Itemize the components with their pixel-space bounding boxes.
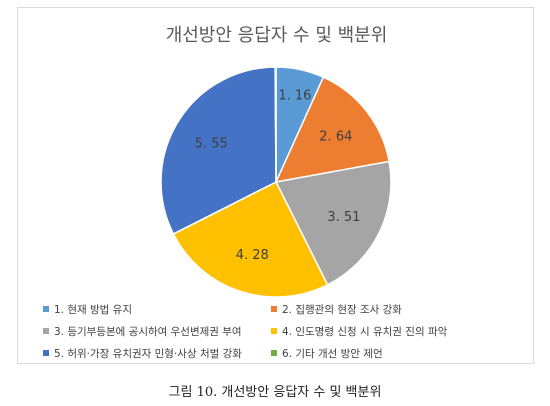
chart-title: 개선방안 응답자 수 및 백분위 xyxy=(165,25,388,46)
pie-slice xyxy=(172,180,329,298)
legend-swatch xyxy=(271,328,277,334)
legend-item: 2. 집행관의 현장 조사 강화 xyxy=(271,302,402,317)
chart-area: 개선방안 응답자 수 및 백분위 1. 16 2. 64 3. 51 4. 28 5. … xyxy=(17,7,534,364)
pie-slice xyxy=(274,76,391,183)
legend-item: 3. 등기부등본에 공시하여 우선변제권 부여 xyxy=(43,324,271,339)
legend-swatch xyxy=(271,350,277,356)
pie-slice xyxy=(274,66,277,183)
legend-swatch xyxy=(43,328,49,334)
legend-item: 4. 인도명령 신청 시 유치권 진의 파악 xyxy=(271,324,447,339)
pie-slice xyxy=(160,66,277,235)
data-label: 5. 55 xyxy=(195,136,228,151)
legend-label: 6. 기타 개선 방안 제언 xyxy=(282,347,383,360)
legend-item: 6. 기타 개선 방안 제언 xyxy=(271,346,383,361)
legend-label: 3. 등기부등본에 공시하여 우선변제권 부여 xyxy=(54,325,242,338)
chart-legend: 1. 현재 방법 유지 2. 집행관의 현장 조사 강화 3. 등기부등본에 공시하… xyxy=(43,298,523,364)
legend-swatch xyxy=(43,350,49,356)
legend-swatch xyxy=(271,306,277,312)
pie-chart: 1. 16 2. 64 3. 51 4. 28 5. 55 xyxy=(160,66,392,298)
legend-item: 5. 허위·가장 유치권자 민형·사상 처벌 강화 xyxy=(43,346,271,361)
pie-slice xyxy=(274,160,392,286)
legend-swatch xyxy=(43,306,49,312)
data-label: 4. 28 xyxy=(236,248,269,263)
legend-label: 2. 집행관의 현장 조사 강화 xyxy=(282,303,402,316)
legend-label: 1. 현재 방법 유지 xyxy=(54,303,132,316)
legend-row: 3. 등기부등본에 공시하여 우선변제권 부여 4. 인도명령 신청 시 유치권 … xyxy=(43,320,523,342)
legend-label: 5. 허위·가장 유치권자 민형·사상 처벌 강화 xyxy=(54,347,242,360)
legend-label: 4. 인도명령 신청 시 유치권 진의 파악 xyxy=(282,325,448,338)
data-label: 2. 64 xyxy=(319,129,352,144)
legend-item: 1. 현재 방법 유지 xyxy=(43,302,271,317)
data-label: 3. 51 xyxy=(327,210,360,225)
data-label: 1. 16 xyxy=(278,88,311,103)
figure-caption: 그림 10. 개선방안 응답자 수 및 백분위 xyxy=(168,385,382,400)
legend-row: 1. 현재 방법 유지 2. 집행관의 현장 조사 강화 xyxy=(43,298,523,320)
legend-row: 5. 허위·가장 유치권자 민형·사상 처벌 강화 6. 기타 개선 방안 제언 xyxy=(43,342,523,364)
